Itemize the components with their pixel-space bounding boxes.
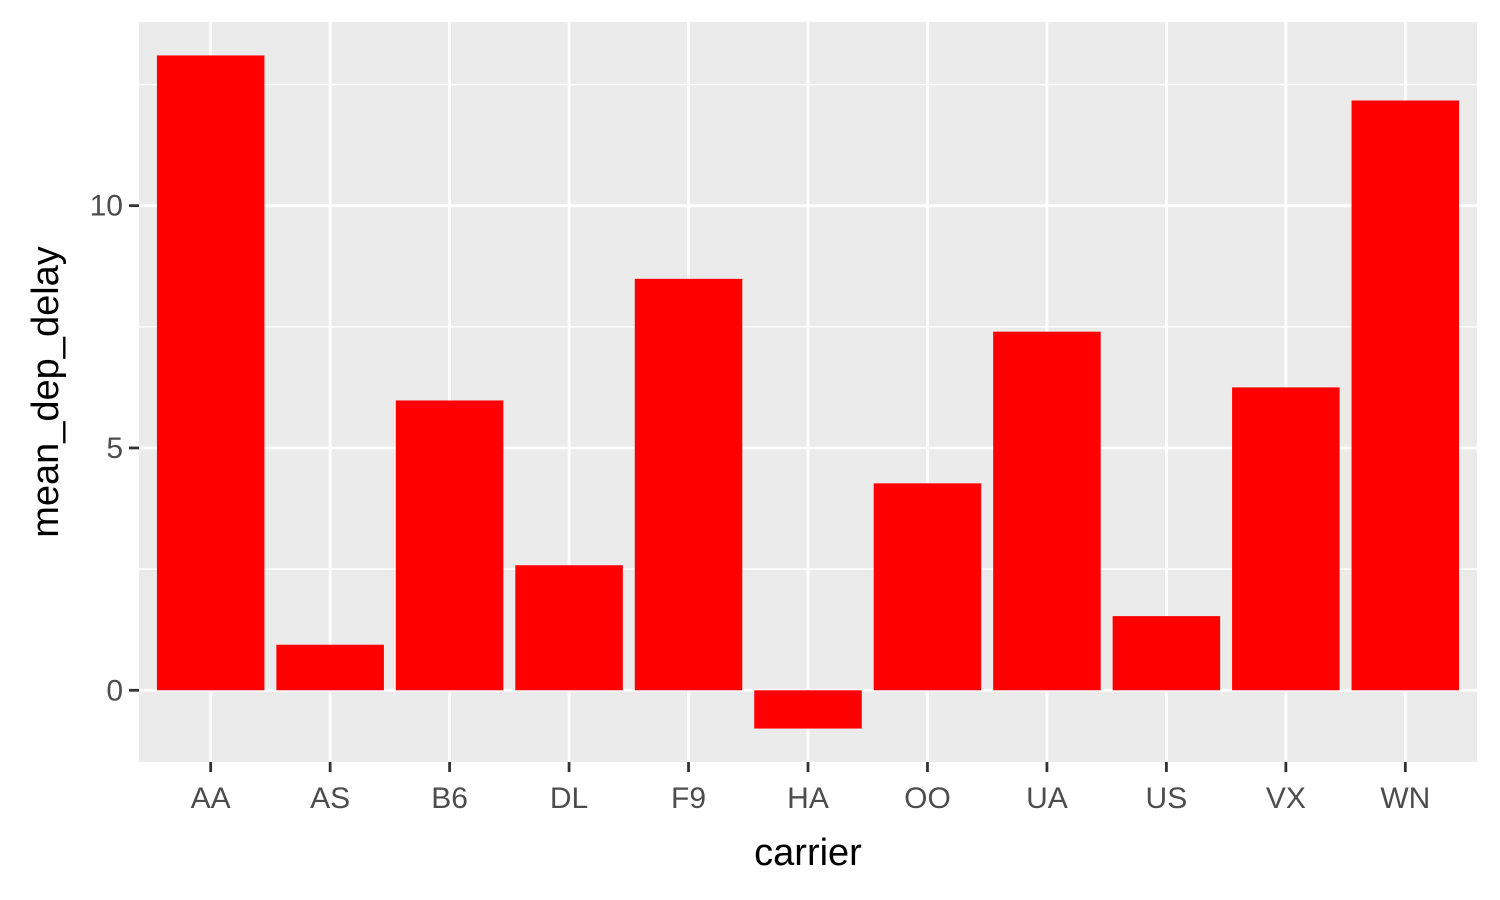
x-tick-label: OO [904, 782, 951, 815]
x-tick-label: US [1146, 782, 1188, 815]
x-tick-label: DL [550, 782, 588, 815]
y-tick-label: 0 [106, 674, 123, 707]
y-axis-title: mean_dep_delay [25, 246, 67, 538]
bar-HA [754, 690, 862, 729]
bar-US [1112, 616, 1221, 691]
x-tick-label: WN [1380, 782, 1430, 815]
x-tick-label: AS [310, 782, 350, 815]
bar-AA [156, 55, 265, 691]
bar-UA [993, 331, 1101, 691]
bar-WN [1351, 100, 1460, 691]
bar-AS [276, 644, 384, 691]
x-tick-label: F9 [671, 782, 706, 815]
bar-OO [873, 483, 982, 691]
bar-DL [515, 565, 623, 691]
bars [156, 55, 1460, 729]
x-tick-label: B6 [431, 782, 468, 815]
bar-F9 [634, 278, 743, 691]
x-tick-label: UA [1026, 782, 1068, 815]
bar-B6 [395, 400, 504, 691]
x-tick-label: AA [191, 782, 231, 815]
bar-VX [1232, 387, 1340, 691]
y-tick-label: 5 [106, 432, 123, 465]
x-axis: AA AS B6 DL F9 HA OO UA US VX WN [191, 762, 1430, 815]
x-tick-label: HA [787, 782, 829, 815]
y-tick-label: 10 [90, 190, 123, 223]
x-axis-title: carrier [754, 832, 862, 874]
y-axis: 0 5 10 [90, 190, 139, 707]
x-tick-label: VX [1266, 782, 1306, 815]
